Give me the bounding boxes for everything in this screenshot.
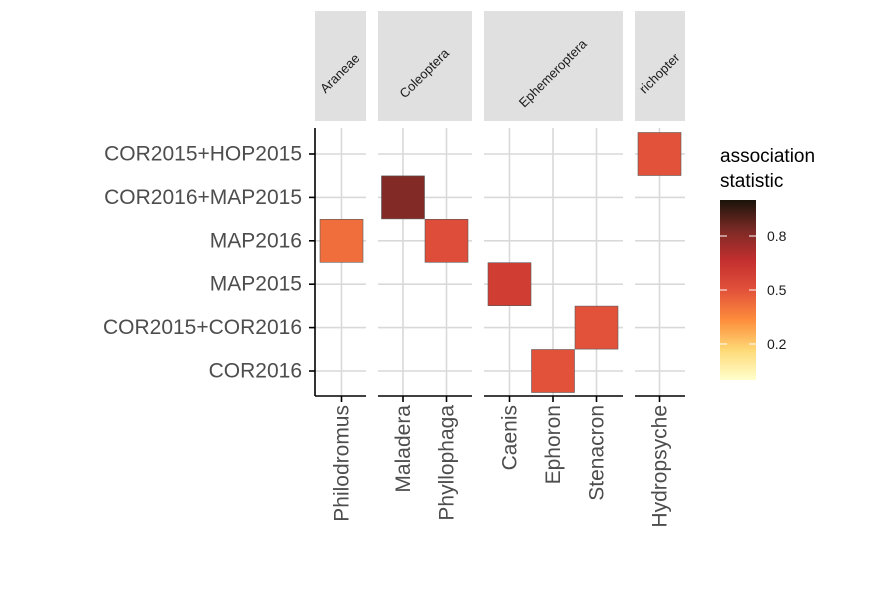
y-tick-label: COR2016: [209, 360, 302, 383]
y-tick-label: MAP2015: [210, 273, 302, 296]
legend-title-line: association: [720, 146, 815, 167]
legend-title-line: statistic: [720, 171, 783, 192]
x-axis-labels: Philodromus Maladera Phyllophaga Caenis Epho…: [331, 405, 672, 528]
y-tick-label: MAP2016: [210, 229, 302, 252]
axes: [309, 128, 685, 402]
facet-strip-trichoptera: [635, 11, 685, 121]
y-axis-labels: COR2015+HOP2015 COR2016+MAP2015 MAP2016 MAP…: [103, 143, 302, 383]
facet-strip-ephemeroptera: [484, 11, 623, 121]
heatmap-cells: [319, 132, 682, 393]
grid-lines: [315, 128, 685, 396]
y-tick-label: COR2015+COR2016: [103, 316, 302, 339]
cell-ephoron-cor2016: [531, 349, 575, 393]
x-tick-label: Phyllophaga: [436, 405, 459, 521]
legend-tick-label: 0.8: [767, 228, 787, 244]
y-tick-label: COR2016+MAP2015: [104, 186, 302, 209]
facet-strip-araneae: [315, 11, 366, 121]
x-tick-label: Maladera: [392, 405, 415, 493]
y-tick-label: COR2015+HOP2015: [104, 143, 302, 166]
x-tick-label: Hydropsyche: [649, 405, 672, 528]
legend: association statistic 0.2 0.5 0.8: [720, 146, 815, 380]
x-tick-label: Ephoron: [542, 405, 565, 484]
facet-strips: Araneae Coleoptera Ephemeroptera Trichopter…: [315, 11, 688, 121]
cell-maladera-cor2016-map2015: [381, 175, 425, 220]
legend-tick-label: 0.5: [767, 282, 787, 298]
x-tick-label: Caenis: [499, 405, 522, 470]
cell-philodromus-map2016: [319, 219, 364, 263]
x-tick-label: Stenacron: [586, 405, 609, 501]
legend-tick-label: 0.2: [767, 336, 787, 352]
cell-stenacron-cor2015-cor2016: [574, 305, 619, 350]
cell-phyllophaga-map2016: [424, 219, 469, 263]
cell-hydropsyche-cor2015-hop2015: [637, 132, 682, 176]
x-tick-label: Philodromus: [331, 405, 354, 522]
cell-caenis-map2015: [487, 262, 532, 307]
facet-strip-coleoptera: [378, 11, 472, 121]
